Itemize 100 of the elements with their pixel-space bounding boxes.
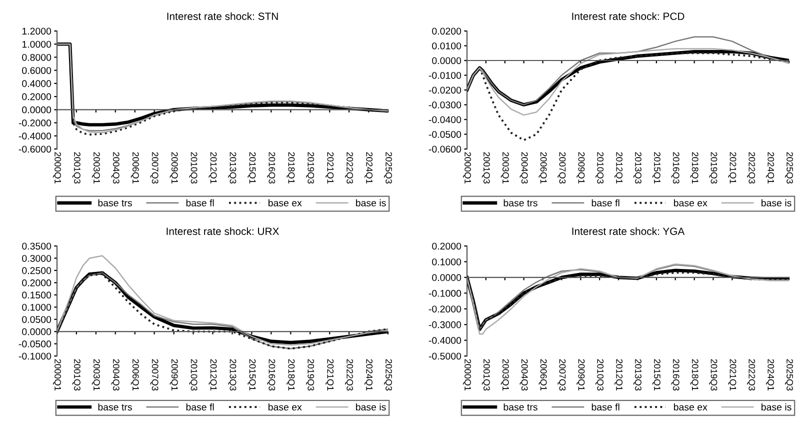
x-tick-label: 2019Q3 (306, 359, 314, 391)
y-tick-label: -0.0400 (428, 116, 462, 124)
x-tick-label: 2009Q1 (576, 152, 585, 184)
legend-label: base fl (186, 199, 214, 206)
x-tick-label: 2016Q3 (267, 359, 276, 391)
x-tick-label: 2013Q3 (228, 359, 236, 391)
legend-label: base fl (592, 403, 620, 411)
y-tick-label: -0.4000 (18, 132, 52, 140)
x-tick-label: 2001Q3 (482, 152, 490, 184)
y-tick-label: 1.0000 (22, 40, 52, 48)
legend-label: base ex (268, 403, 302, 411)
legend-label: base trs (504, 403, 538, 411)
x-tick-label: 2010Q3 (189, 152, 198, 184)
x-tick-label: 2018Q1 (690, 152, 698, 184)
x-tick-label: 2021Q1 (326, 359, 334, 390)
legend-label: base is (356, 199, 386, 206)
x-tick-label: 2025Q3 (784, 152, 793, 184)
x-tick-label: 2006Q1 (538, 359, 547, 390)
x-tick-label: 2010Q3 (189, 359, 198, 391)
x-tick-label: 2024Q1 (364, 359, 373, 390)
y-tick-label: 0.2000 (22, 279, 52, 286)
x-tick-label: 2006Q1 (130, 152, 139, 184)
x-tick-label: 2021Q1 (728, 152, 736, 184)
legend-label: base ex (674, 199, 708, 206)
chart-title: Interest rate shock: STN (167, 12, 278, 20)
x-tick-label: 2003Q1 (92, 359, 100, 390)
legend-label: base trs (98, 199, 132, 206)
x-tick-label: 2013Q3 (633, 359, 642, 391)
x-tick-label: 2015Q1 (248, 152, 256, 184)
x-tick-label: 2006Q1 (130, 359, 139, 390)
x-tick-label: 2012Q1 (614, 152, 623, 184)
x-tick-label: 2012Q1 (614, 359, 623, 390)
x-tick-label: 2007Q3 (558, 359, 566, 391)
line-series (467, 52, 789, 142)
y-tick-label: 0.3000 (22, 254, 52, 262)
x-tick-label: 2022Q3 (345, 359, 354, 391)
x-tick-label: 2007Q3 (150, 152, 158, 184)
x-tick-label: 2018Q1 (286, 152, 295, 184)
y-tick-label: 0.0000 (432, 274, 462, 282)
y-tick-label: -0.4000 (428, 337, 462, 344)
x-tick-label: 2016Q3 (671, 152, 680, 184)
y-tick-label: 0.3500 (22, 242, 52, 250)
y-tick-label: 0.2000 (432, 242, 462, 250)
x-tick-label: 2004Q3 (111, 359, 120, 391)
y-tick-label: -0.5000 (428, 352, 462, 360)
legend-label: base is (762, 403, 792, 411)
y-tick-label: 0.0000 (22, 106, 52, 114)
x-tick-label: 2010Q3 (596, 359, 604, 391)
legend-label: base fl (186, 403, 214, 411)
x-tick-label: 2016Q3 (671, 359, 680, 391)
x-tick-label: 2004Q3 (520, 152, 528, 184)
x-tick-label: 2015Q1 (248, 359, 256, 390)
y-tick-label: 0.1500 (22, 292, 52, 299)
x-tick-label: 2003Q1 (500, 359, 509, 390)
x-tick-label: 2003Q1 (92, 152, 100, 184)
x-tick-label: 2024Q1 (766, 359, 774, 390)
x-tick-label: 2004Q3 (520, 359, 528, 391)
x-tick-label: 2022Q3 (345, 152, 354, 184)
legend-label: base is (356, 403, 386, 411)
legend-label: base trs (98, 403, 132, 411)
x-tick-label: 2016Q3 (267, 152, 276, 184)
x-tick-label: 2024Q1 (364, 152, 373, 184)
x-tick-label: 2001Q3 (72, 359, 80, 391)
x-tick-label: 2024Q1 (766, 152, 774, 184)
x-tick-label: 2004Q3 (111, 152, 120, 184)
y-tick-label: 0.0200 (432, 28, 462, 35)
legend-label: base ex (674, 403, 708, 411)
y-tick-label: 0.6000 (22, 67, 52, 74)
x-tick-label: 2001Q3 (482, 359, 490, 391)
y-tick-label: -0.0100 (428, 72, 462, 79)
y-tick-label: 0.1000 (432, 258, 462, 266)
x-tick-label: 2015Q1 (652, 152, 660, 184)
y-tick-label: -0.0500 (428, 130, 462, 138)
x-tick-label: 2009Q1 (576, 359, 585, 390)
y-tick-label: -0.0300 (428, 101, 462, 108)
chart-title: Interest rate shock: URX (166, 227, 280, 235)
line-series (57, 255, 388, 346)
y-tick-label: 0.0000 (22, 328, 52, 336)
x-tick-label: 2019Q3 (306, 152, 314, 184)
x-tick-label: 2022Q3 (747, 152, 756, 184)
legend-label: base is (762, 199, 792, 206)
y-tick-label: -0.3000 (428, 321, 462, 328)
x-tick-label: 2006Q1 (538, 152, 547, 184)
x-tick-label: 2012Q1 (208, 359, 217, 390)
x-tick-label: 2007Q3 (558, 152, 566, 184)
y-tick-label: 0.1000 (22, 304, 52, 311)
legend-label: base trs (504, 199, 538, 206)
y-tick-label: 0.8000 (22, 54, 52, 61)
y-tick-label: 0.2500 (22, 267, 52, 274)
x-tick-label: 2021Q1 (728, 359, 736, 390)
y-tick-label: 0.0000 (432, 57, 462, 64)
x-tick-label: 2025Q3 (384, 152, 392, 184)
x-tick-label: 2010Q3 (596, 152, 604, 184)
y-tick-label: -0.1000 (18, 352, 52, 360)
y-tick-label: -0.0600 (428, 146, 462, 153)
y-tick-label: 0.2000 (22, 93, 52, 100)
y-tick-label: -0.6000 (18, 146, 52, 153)
y-tick-label: 0.0100 (432, 42, 462, 50)
x-tick-label: 2019Q3 (709, 359, 718, 391)
x-tick-label: 2000Q1 (52, 359, 61, 390)
